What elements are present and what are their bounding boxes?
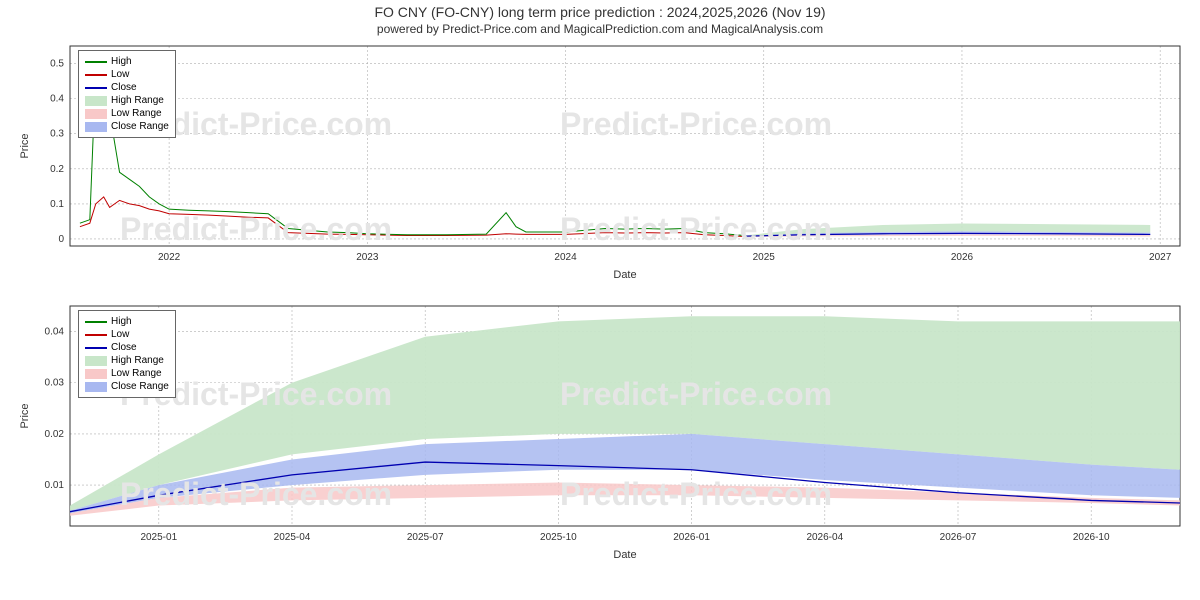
svg-text:Date: Date [613, 269, 636, 281]
svg-text:2025-10: 2025-10 [540, 532, 577, 543]
legend-label: High [111, 315, 132, 328]
svg-text:0.2: 0.2 [50, 164, 64, 175]
legend-label: Close [111, 81, 137, 94]
svg-text:2025-07: 2025-07 [407, 532, 444, 543]
legend-label: Low Range [111, 367, 162, 380]
svg-text:2025-04: 2025-04 [274, 532, 311, 543]
svg-text:Date: Date [613, 549, 636, 561]
chart-top: Predict-Price.com Predict-Price.com Pred… [0, 36, 1200, 296]
svg-text:0.04: 0.04 [45, 327, 65, 338]
legend-label: High [111, 55, 132, 68]
svg-text:2026-10: 2026-10 [1073, 532, 1110, 543]
svg-text:2025-01: 2025-01 [140, 532, 177, 543]
legend-swatch [85, 122, 107, 132]
legend-swatch [85, 74, 107, 76]
svg-text:0.1: 0.1 [50, 199, 64, 210]
chart-subtitle: powered by Predict-Price.com and Magical… [0, 20, 1200, 36]
legend-label: High Range [111, 354, 164, 367]
legend-swatch [85, 334, 107, 336]
chart-title: FO CNY (FO-CNY) long term price predicti… [0, 0, 1200, 20]
chart-bottom: Predict-Price.com Predict-Price.com Pred… [0, 296, 1200, 576]
legend-label: Close Range [111, 380, 169, 393]
legend-box-bottom: HighLowCloseHigh RangeLow RangeClose Ran… [78, 310, 176, 398]
legend-swatch [85, 109, 107, 119]
legend-swatch [85, 347, 107, 349]
legend-row: Low [85, 68, 169, 81]
svg-text:Price: Price [19, 403, 31, 428]
svg-text:0.4: 0.4 [50, 94, 64, 105]
legend-label: Close Range [111, 120, 169, 133]
svg-text:0.03: 0.03 [45, 378, 65, 389]
legend-label: Low Range [111, 107, 162, 120]
legend-row: Close Range [85, 120, 169, 133]
legend-row: High [85, 55, 169, 68]
svg-text:0.5: 0.5 [50, 59, 64, 70]
svg-text:2025: 2025 [753, 252, 776, 263]
legend-swatch [85, 356, 107, 366]
legend-row: High [85, 315, 169, 328]
legend-swatch [85, 369, 107, 379]
legend-row: High Range [85, 354, 169, 367]
svg-text:2026-07: 2026-07 [940, 532, 977, 543]
chart-top-svg: 0 0.1 0.2 0.3 0.4 0.5 2022 2023 2024 2025 2026 2027… [0, 36, 1200, 296]
svg-text:2027: 2027 [1149, 252, 1172, 263]
legend-row: Low [85, 328, 169, 341]
svg-text:2022: 2022 [158, 252, 181, 263]
legend-label: High Range [111, 94, 164, 107]
svg-text:0.3: 0.3 [50, 129, 64, 140]
svg-text:Price: Price [19, 133, 31, 158]
legend-row: High Range [85, 94, 169, 107]
legend-row: Low Range [85, 107, 169, 120]
svg-text:2026: 2026 [951, 252, 974, 263]
legend-box-top: HighLowCloseHigh RangeLow RangeClose Ran… [78, 50, 176, 138]
legend-swatch [85, 382, 107, 392]
legend-label: Low [111, 68, 129, 81]
svg-text:2026-01: 2026-01 [673, 532, 710, 543]
legend-row: Close Range [85, 380, 169, 393]
legend-row: Close [85, 81, 169, 94]
svg-text:0: 0 [58, 234, 64, 245]
legend-swatch [85, 87, 107, 89]
chart-bottom-svg: 0.01 0.02 0.03 0.04 2025-01 2025-04 2025-07 202… [0, 296, 1200, 576]
legend-row: Low Range [85, 367, 169, 380]
svg-text:0.01: 0.01 [45, 480, 65, 491]
svg-text:2023: 2023 [356, 252, 379, 263]
svg-text:2026-04: 2026-04 [806, 532, 843, 543]
svg-text:0.02: 0.02 [45, 429, 65, 440]
legend-swatch [85, 61, 107, 63]
legend-label: Close [111, 341, 137, 354]
legend-label: Low [111, 328, 129, 341]
legend-swatch [85, 321, 107, 323]
svg-text:2024: 2024 [554, 252, 577, 263]
legend-row: Close [85, 341, 169, 354]
legend-swatch [85, 96, 107, 106]
